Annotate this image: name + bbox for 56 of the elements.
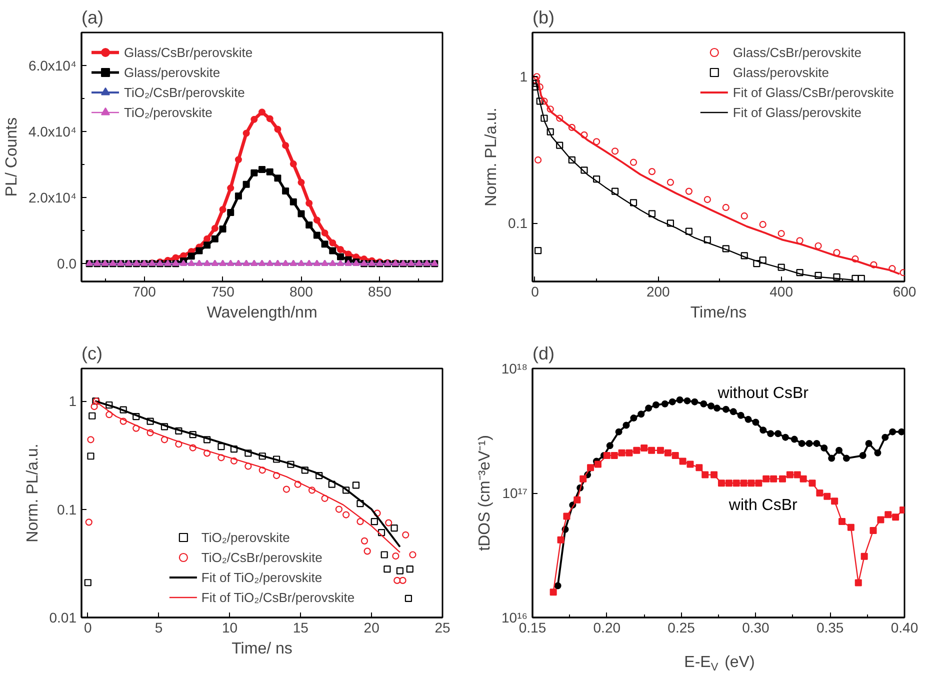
y-tick-label: 10¹⁷	[502, 485, 528, 501]
x-tick-label: 200	[646, 284, 670, 300]
x-tick-label: 10	[222, 620, 238, 636]
x-tick-label: 25	[434, 620, 450, 636]
x-tick-label: 20	[364, 620, 380, 636]
legend-label: TiO₂/CsBr/perovskite	[124, 84, 245, 100]
x-tick-label: 15	[292, 620, 309, 636]
chart-title: (d)	[532, 344, 554, 364]
x-tick-label: 800	[290, 284, 314, 300]
legend-label: Glass/perovskite	[124, 64, 220, 80]
x-tick-label: 700	[132, 284, 156, 300]
y-tick-label: 1	[520, 68, 528, 85]
legend-label: Fit of TiO₂/perovskite	[201, 570, 322, 584]
y-tick-label: 1	[68, 393, 77, 410]
x-tick-label: 0.15	[518, 620, 546, 636]
y-tick-label: 4.0x10⁴	[28, 124, 77, 140]
y-axis-title: PL/ Counts	[3, 117, 20, 197]
chart-title: (c)	[82, 344, 102, 364]
x-tick-label: 0.40	[890, 620, 918, 636]
legend-label: Fit of Glass/CsBr/perovskite	[732, 84, 894, 100]
x-tick-label: 0.30	[742, 620, 770, 636]
x-tick-label: 0	[84, 620, 92, 636]
legend-label: Glass/CsBr/perovskite	[124, 44, 253, 60]
y-tick-label: 0.01	[49, 610, 77, 626]
y-axis-title: tDOS (cm⁻³eV⁻¹)	[476, 435, 494, 551]
x-axis-title: Time/ ns	[232, 640, 292, 658]
annotation: with CsBr	[728, 496, 798, 514]
x-axis-title: Time/ns	[690, 304, 747, 322]
y-axis-title: Norm. PL/a.u.	[483, 108, 500, 206]
x-tick-label: 750	[211, 284, 235, 300]
x-tick-label: 0.35	[816, 620, 844, 636]
y-axis-title: Norm. PL/a.u.	[24, 444, 42, 542]
y-tick-label: 6.0x10⁴	[28, 58, 77, 74]
legend-label: Glass/CsBr/perovskite	[732, 44, 862, 60]
x-tick-label: 0.20	[593, 620, 621, 636]
y-tick-label: 10¹⁸	[501, 360, 528, 376]
y-tick-label: 0.0	[57, 256, 77, 272]
chart-title: (a)	[82, 8, 104, 28]
x-tick-label: 5	[154, 620, 163, 636]
x-axis-title: Wavelength/nm	[206, 304, 318, 322]
y-tick-label: 0.1	[57, 501, 77, 518]
legend-label: Fit of Glass/perovskite	[732, 104, 862, 120]
x-tick-label: 0	[531, 284, 540, 300]
x-tick-label: 850	[368, 284, 392, 300]
annotation: without CsBr	[716, 384, 810, 402]
y-tick-label: 2.0x10⁴	[28, 190, 77, 206]
chart-title: (b)	[532, 8, 554, 28]
legend-label: TiO₂/CsBr/perovskite	[201, 550, 322, 564]
x-tick-label: 0.25	[668, 620, 696, 636]
legend-label: TiO₂/perovskite	[124, 104, 212, 120]
y-tick-label: 0.1	[508, 215, 528, 232]
legend-label: TiO₂/perovskite	[201, 530, 290, 544]
x-tick-label: 400	[770, 284, 794, 300]
legend-label: Fit of TiO₂/CsBr/perovskite	[201, 590, 355, 604]
x-tick-label: 600	[892, 284, 916, 300]
legend-label: Glass/perovskite	[732, 64, 829, 80]
